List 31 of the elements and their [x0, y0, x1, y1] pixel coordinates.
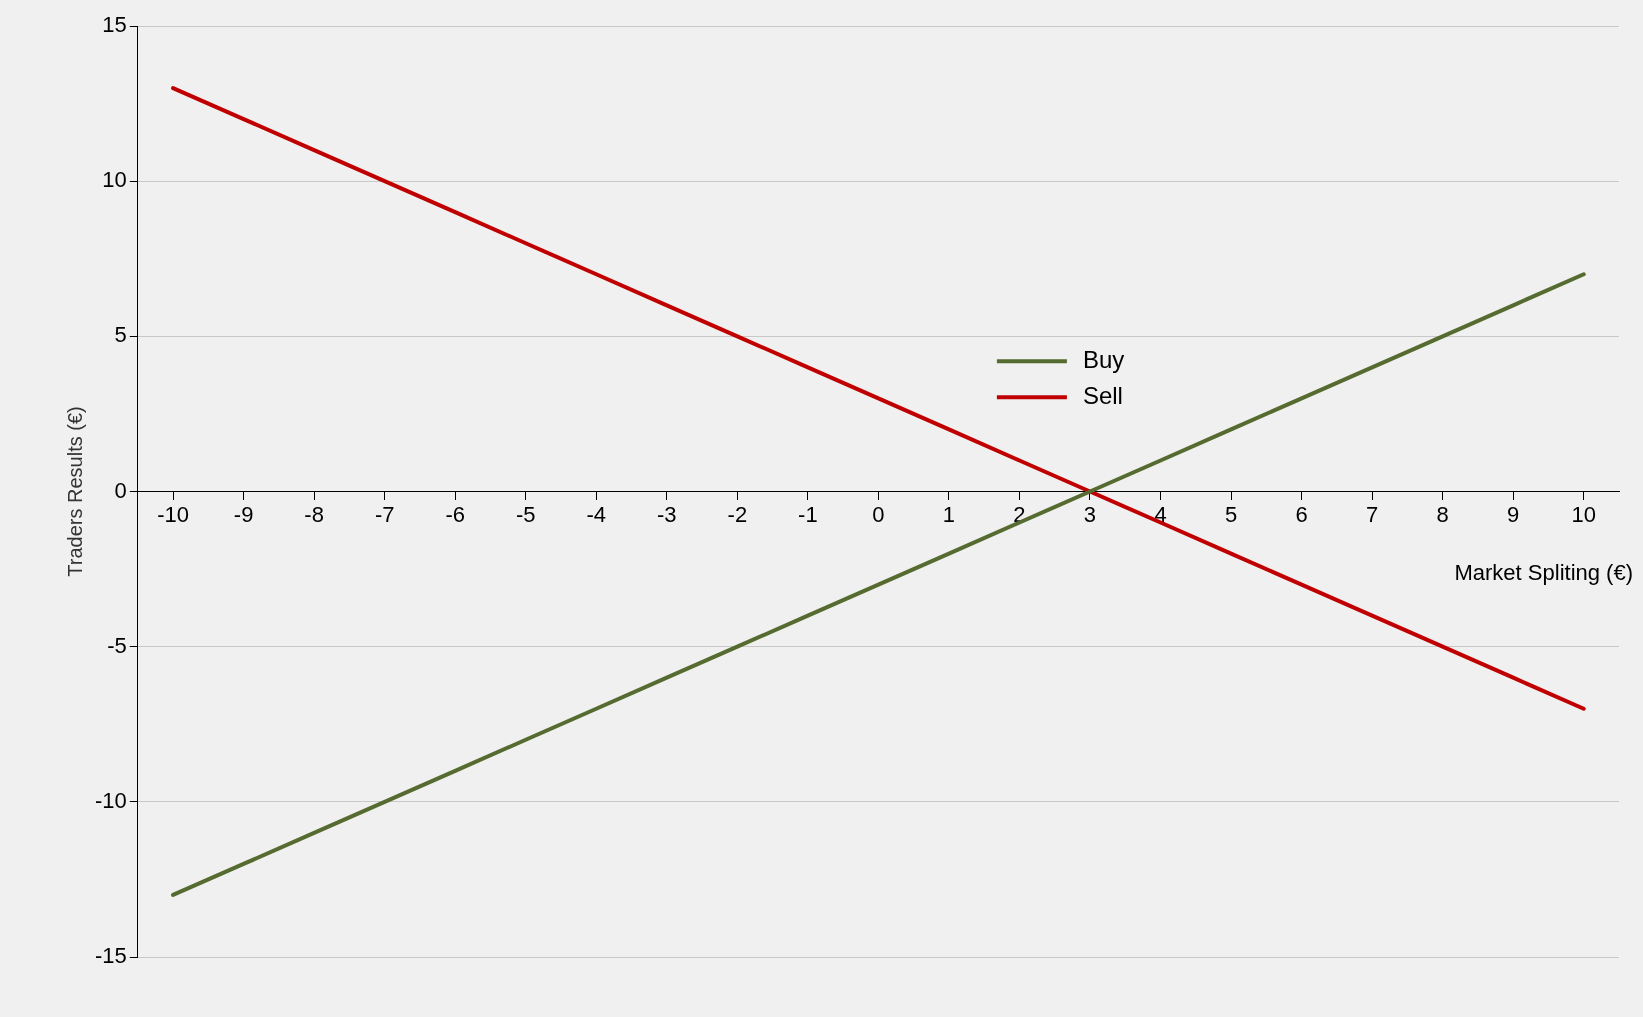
y-tick-label: 0 — [114, 477, 127, 503]
y-tick-label: -15 — [95, 943, 127, 969]
x-tick-label: 1 — [942, 501, 956, 527]
x-tick-label: -1 — [798, 501, 818, 527]
x-tick-label: -10 — [157, 501, 189, 527]
x-tick-label: -5 — [515, 501, 536, 527]
y-tick-label: 5 — [114, 322, 127, 348]
x-tick-label: 3 — [1083, 501, 1097, 527]
y-tick-label: 15 — [102, 12, 127, 38]
x-tick-label: -8 — [304, 501, 324, 527]
y-axis-title: Traders Results (€) — [63, 406, 86, 577]
legend-label: Sell — [1082, 381, 1123, 409]
y-tick-label: -5 — [107, 632, 127, 658]
x-tick-label: 5 — [1224, 501, 1238, 527]
x-tick-label: 0 — [872, 501, 885, 527]
y-tick-label: -10 — [95, 787, 127, 813]
x-tick-label: -9 — [233, 501, 254, 527]
x-tick-label: 9 — [1507, 501, 1520, 527]
x-tick-label: -2 — [727, 501, 748, 527]
x-tick-label: 4 — [1154, 501, 1167, 527]
x-tick-label: -3 — [657, 501, 677, 527]
x-tick-label: -4 — [586, 501, 607, 527]
x-tick-label: -7 — [374, 501, 395, 527]
x-tick-label: 8 — [1436, 501, 1449, 527]
y-tick-label: 10 — [102, 167, 127, 193]
x-tick-label: 7 — [1366, 501, 1379, 527]
x-tick-label: 6 — [1295, 501, 1308, 527]
x-tick-label: 10 — [1571, 501, 1596, 527]
x-tick-label: -6 — [445, 501, 465, 527]
x-axis-title: Market Spliting (€) — [1454, 559, 1633, 585]
legend-label: Buy — [1082, 345, 1125, 373]
